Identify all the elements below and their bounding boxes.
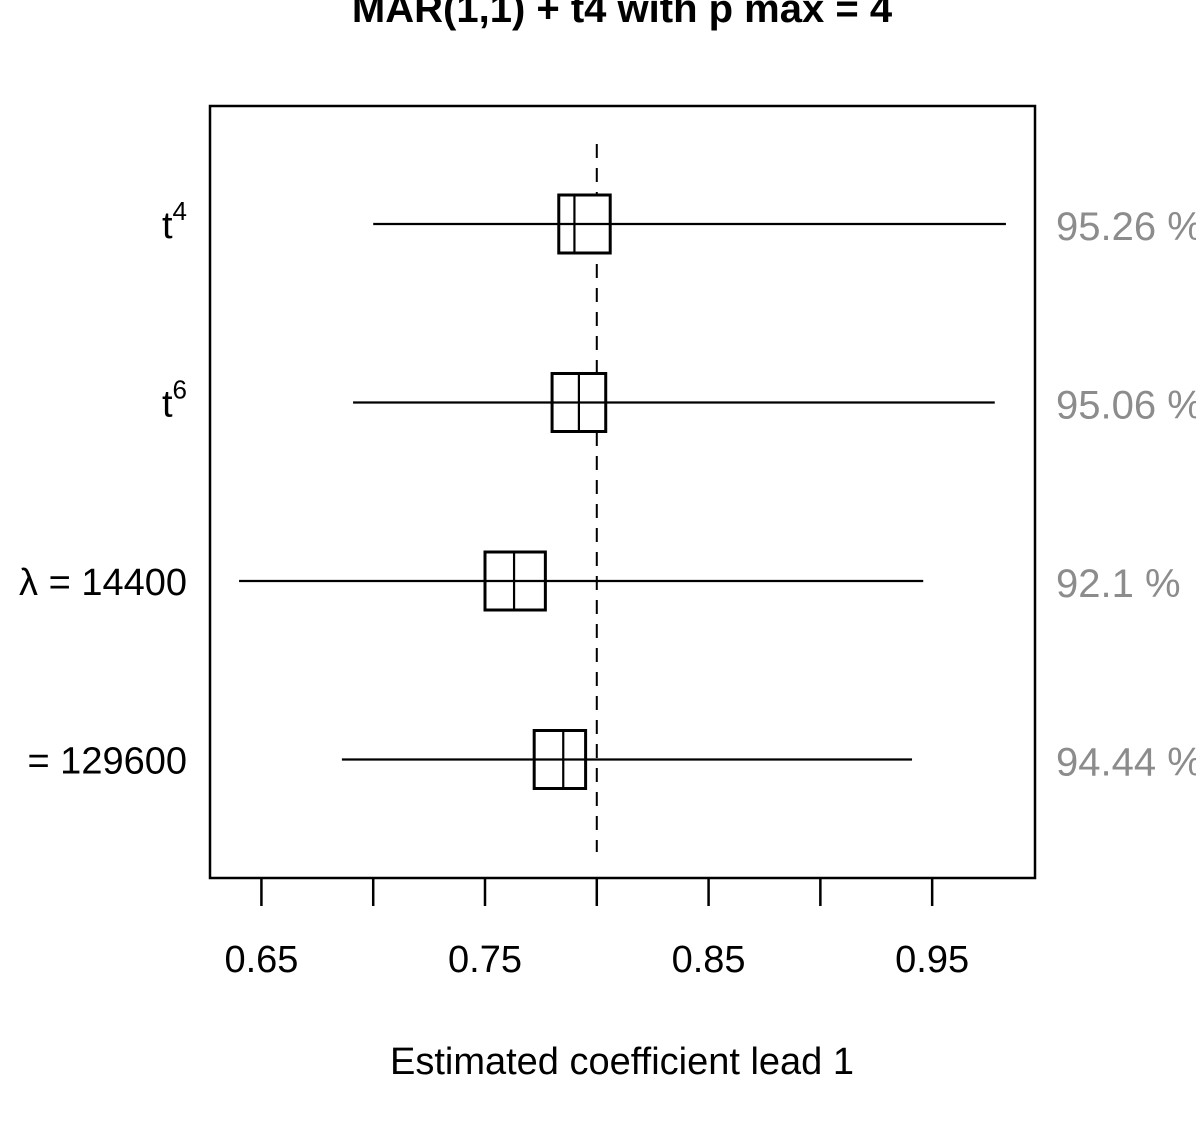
coverage-label: 92.1 % (1056, 562, 1181, 606)
coverage-label: 95.26 % (1056, 205, 1196, 249)
x-tick-label: 0.85 (672, 939, 746, 981)
x-tick-label: 0.75 (448, 939, 522, 981)
coverage-label: 95.06 % (1056, 384, 1196, 428)
x-axis-label: Estimated coefficient lead 1 (390, 1041, 854, 1083)
forest-row: = 129600 94.44 % (27, 729, 1196, 790)
forest-row: t4 95.26 % (162, 193, 1196, 255)
forest-rows: t4 95.26 % t6 95.06 % λ = 14400 92.1 % = 12960… (19, 193, 1196, 790)
plot-frame (208, 104, 1037, 880)
row-label: = 129600 (27, 741, 187, 783)
forest-row: t6 95.06 % (162, 372, 1196, 433)
x-axis: 0.65 0.75 0.85 0.95 (224, 878, 969, 981)
row-label: t4 (162, 196, 187, 247)
x-tick-label: 0.65 (224, 939, 298, 981)
x-tick-label: 0.95 (895, 939, 969, 981)
coverage-label: 94.44 % (1056, 741, 1196, 785)
forest-row: λ = 14400 92.1 % (19, 550, 1181, 612)
row-label: t6 (162, 375, 187, 426)
row-label: λ = 14400 (19, 562, 187, 604)
chart-title: MAR(1,1) + t4 with p max = 4 (352, 0, 893, 31)
